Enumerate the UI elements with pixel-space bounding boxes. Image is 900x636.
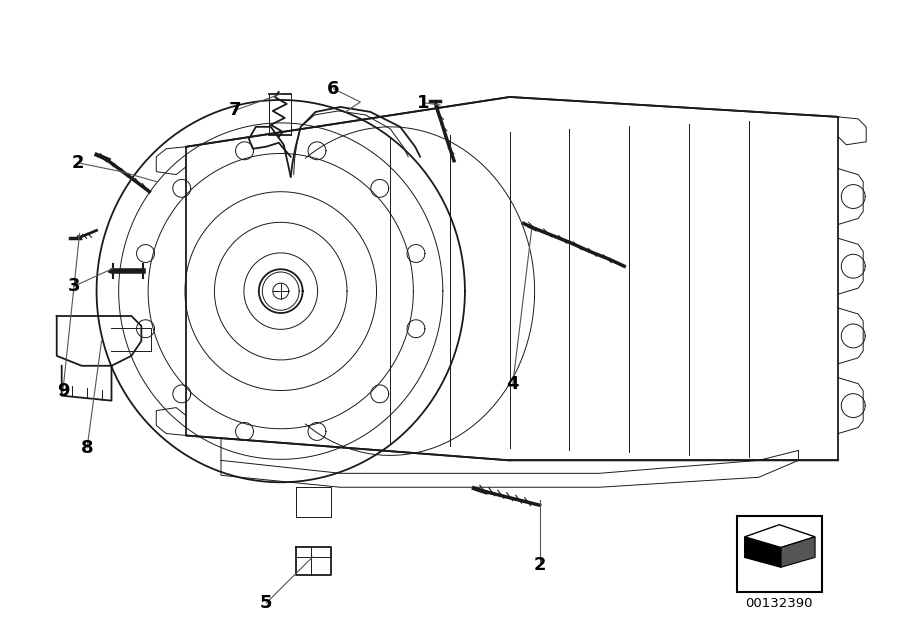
Polygon shape	[781, 537, 815, 567]
Text: 5: 5	[260, 594, 273, 612]
Text: 1: 1	[417, 93, 429, 112]
Text: 2: 2	[72, 154, 85, 172]
Text: 3: 3	[68, 277, 80, 295]
Text: 9: 9	[57, 382, 69, 400]
Text: 6: 6	[328, 80, 340, 98]
Text: 8: 8	[81, 439, 94, 457]
Polygon shape	[744, 537, 781, 567]
Text: 4: 4	[507, 375, 519, 394]
Bar	[737, 516, 822, 591]
Text: 2: 2	[534, 556, 546, 574]
Text: 7: 7	[229, 101, 241, 120]
Text: 00132390: 00132390	[745, 597, 813, 610]
Polygon shape	[744, 525, 815, 548]
